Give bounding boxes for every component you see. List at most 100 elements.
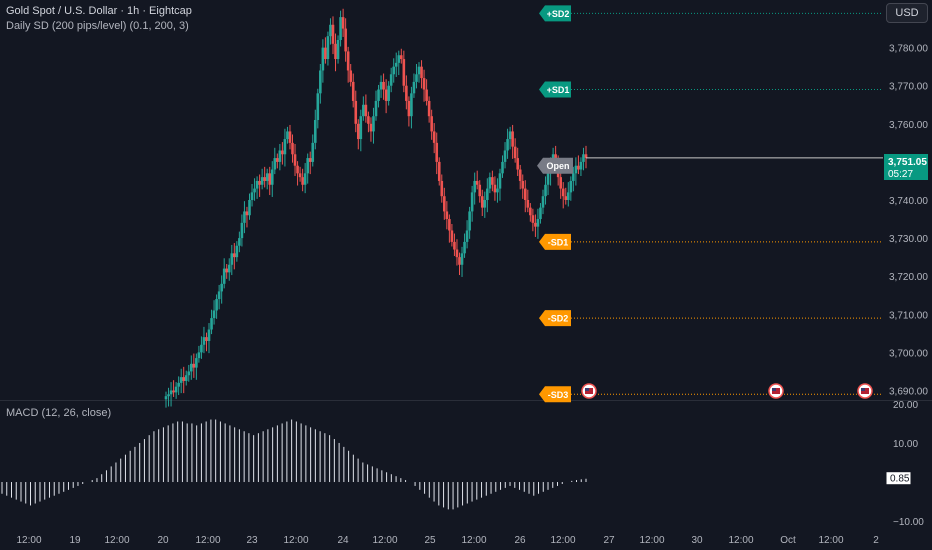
sd-level-label: -SD1: [548, 237, 569, 247]
sd-level-tag[interactable]: +SD1: [539, 81, 571, 98]
candle: [488, 172, 492, 194]
candle: [432, 123, 436, 154]
time-tick-label: 12:00: [283, 535, 308, 546]
candle: [503, 142, 507, 169]
candle: [493, 176, 497, 201]
candle: [281, 142, 284, 165]
price-tick-label: 3,780.00: [889, 44, 928, 55]
time-tick-label: Oct: [780, 535, 796, 546]
candle: [470, 185, 474, 222]
candle: [531, 208, 535, 232]
candle: [195, 353, 198, 380]
candle: [311, 134, 315, 167]
candle: [405, 75, 408, 110]
candle: [273, 147, 277, 175]
sd-level-label: -SD2: [548, 314, 569, 324]
indicator-title: Daily SD (200 pips/level) (0.1, 200, 3): [6, 20, 189, 32]
candle: [377, 84, 380, 108]
candle: [397, 50, 401, 76]
candle: [313, 109, 317, 150]
candle: [491, 170, 494, 192]
candle: [298, 166, 302, 182]
sd-level-label: -SD3: [548, 390, 569, 400]
candle: [523, 180, 527, 213]
sd-level-label: +SD2: [547, 9, 570, 19]
candle: [220, 275, 223, 304]
sd-level-tag[interactable]: +SD2: [539, 5, 571, 22]
candle: [511, 124, 514, 159]
countdown-label: 05:27: [888, 169, 913, 180]
candle: [184, 370, 188, 386]
candle: [359, 109, 363, 152]
candle: [283, 128, 287, 167]
candle: [496, 178, 499, 203]
us-flag-icon[interactable]: [768, 383, 784, 399]
candle: [544, 176, 547, 205]
price-tick-label: 3,710.00: [889, 310, 928, 321]
sd-level-tag[interactable]: Open: [537, 157, 573, 174]
us-flag-icon[interactable]: [857, 383, 873, 399]
candle: [286, 126, 289, 144]
candle: [233, 243, 236, 270]
candle: [564, 187, 568, 205]
candle: [364, 94, 368, 123]
candle: [296, 161, 299, 186]
time-tick-label: 12:00: [639, 535, 664, 546]
time-tick-label: 25: [424, 535, 436, 546]
candle: [417, 62, 421, 83]
macd-tick-label: 20.00: [893, 400, 918, 411]
candle: [329, 18, 332, 45]
candle: [508, 126, 512, 150]
candle: [346, 46, 350, 83]
candle: [572, 166, 575, 192]
us-flag-icon[interactable]: [581, 383, 597, 399]
price-tick-label: 3,720.00: [889, 272, 928, 283]
candle: [291, 134, 294, 163]
candle: [326, 31, 330, 66]
time-tick-label: 12:00: [461, 535, 486, 546]
macd-last-value-label: 0.85: [890, 474, 910, 485]
candle: [179, 368, 183, 394]
candle: [455, 239, 459, 266]
candle: [187, 364, 191, 382]
macd-tick-label: 10.00: [893, 439, 918, 450]
candle: [468, 206, 471, 239]
candle: [453, 233, 456, 256]
candle: [192, 353, 196, 378]
candle: [276, 153, 279, 169]
candle: [321, 39, 325, 83]
candle: [526, 189, 530, 213]
candle: [303, 163, 307, 194]
candle: [293, 144, 297, 176]
candle: [169, 382, 173, 407]
candle: [506, 128, 509, 159]
candle: [448, 214, 451, 243]
candle: [306, 153, 309, 184]
candle: [263, 166, 266, 188]
candle: [270, 161, 274, 197]
chart-title: Gold Spot / U.S. Dollar · 1h · Eightcap: [6, 5, 192, 17]
sd-level-tag[interactable]: -SD1: [539, 233, 571, 250]
candle: [225, 264, 229, 279]
currency-button[interactable]: USD: [886, 3, 928, 23]
candle: [402, 50, 406, 93]
candle: [579, 157, 583, 176]
candle: [400, 48, 403, 64]
candle: [478, 180, 482, 203]
candle: [210, 309, 213, 335]
time-tick-label: 12:00: [372, 535, 397, 546]
time-tick-label: 24: [337, 535, 349, 546]
candle: [389, 67, 393, 93]
candle: [475, 170, 479, 190]
sd-level-tag[interactable]: -SD3: [539, 386, 571, 403]
time-tick-label: 19: [69, 535, 81, 546]
sd-level-tag[interactable]: -SD2: [539, 310, 571, 327]
candle: [379, 75, 383, 98]
candle: [430, 109, 433, 140]
price-tick-label: 3,770.00: [889, 82, 928, 93]
candle: [278, 144, 282, 171]
candle: [344, 18, 347, 62]
candle: [316, 88, 320, 129]
candle: [356, 119, 360, 150]
